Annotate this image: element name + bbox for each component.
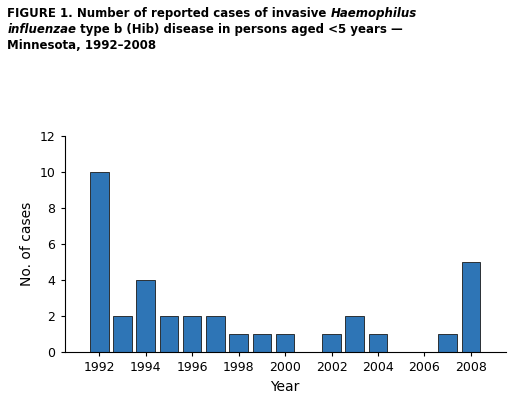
Bar (114, 316, 132, 352)
X-axis label: Year: Year (270, 380, 300, 394)
Bar (438, 334, 457, 352)
Bar (183, 316, 201, 352)
Bar (369, 334, 387, 352)
Bar (276, 334, 294, 352)
Bar (230, 334, 248, 352)
Bar (90, 172, 109, 352)
Bar (322, 334, 341, 352)
Bar (345, 316, 364, 352)
Y-axis label: No. of cases: No. of cases (20, 202, 34, 286)
Bar (461, 262, 480, 352)
Bar (253, 334, 271, 352)
Bar (206, 316, 224, 352)
Bar (136, 280, 155, 352)
Bar (159, 316, 178, 352)
